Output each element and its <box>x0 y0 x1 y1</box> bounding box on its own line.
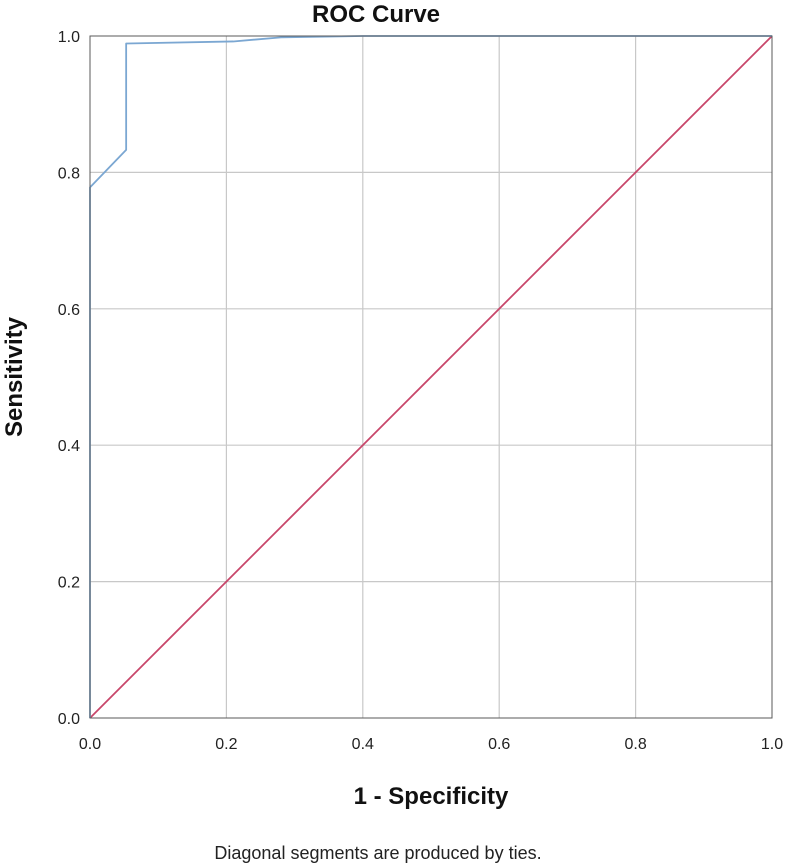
y-tick-labels: 0.0 0.2 0.4 0.6 0.8 1.0 <box>58 29 80 728</box>
chart-title: ROC Curve <box>312 1 440 28</box>
x-tick-label: 1.0 <box>761 736 783 753</box>
x-axis-label: 1 - Specificity <box>354 783 509 810</box>
x-tick-label: 0.4 <box>352 736 374 753</box>
footnote: Diagonal segments are produced by ties. <box>214 843 541 863</box>
plot-frame <box>89 35 773 719</box>
y-axis-label: Sensitivity <box>1 316 28 437</box>
x-tick-label: 0.6 <box>488 736 510 753</box>
reference-diagonal-line <box>89 35 773 719</box>
series-layer <box>89 35 773 719</box>
y-tick-label: 0.0 <box>58 711 80 728</box>
y-tick-label: 0.2 <box>58 575 80 592</box>
y-tick-label: 0.4 <box>58 438 80 455</box>
x-tick-label: 0.2 <box>215 736 237 753</box>
x-tick-labels: 0.0 0.2 0.4 0.6 0.8 1.0 <box>79 736 783 753</box>
x-tick-label: 0.0 <box>79 736 101 753</box>
x-tick-label: 0.8 <box>624 736 646 753</box>
y-tick-label: 1.0 <box>58 29 80 46</box>
y-tick-label: 0.6 <box>58 302 80 319</box>
grid-layer <box>90 36 772 718</box>
y-tick-label: 0.8 <box>58 165 80 182</box>
